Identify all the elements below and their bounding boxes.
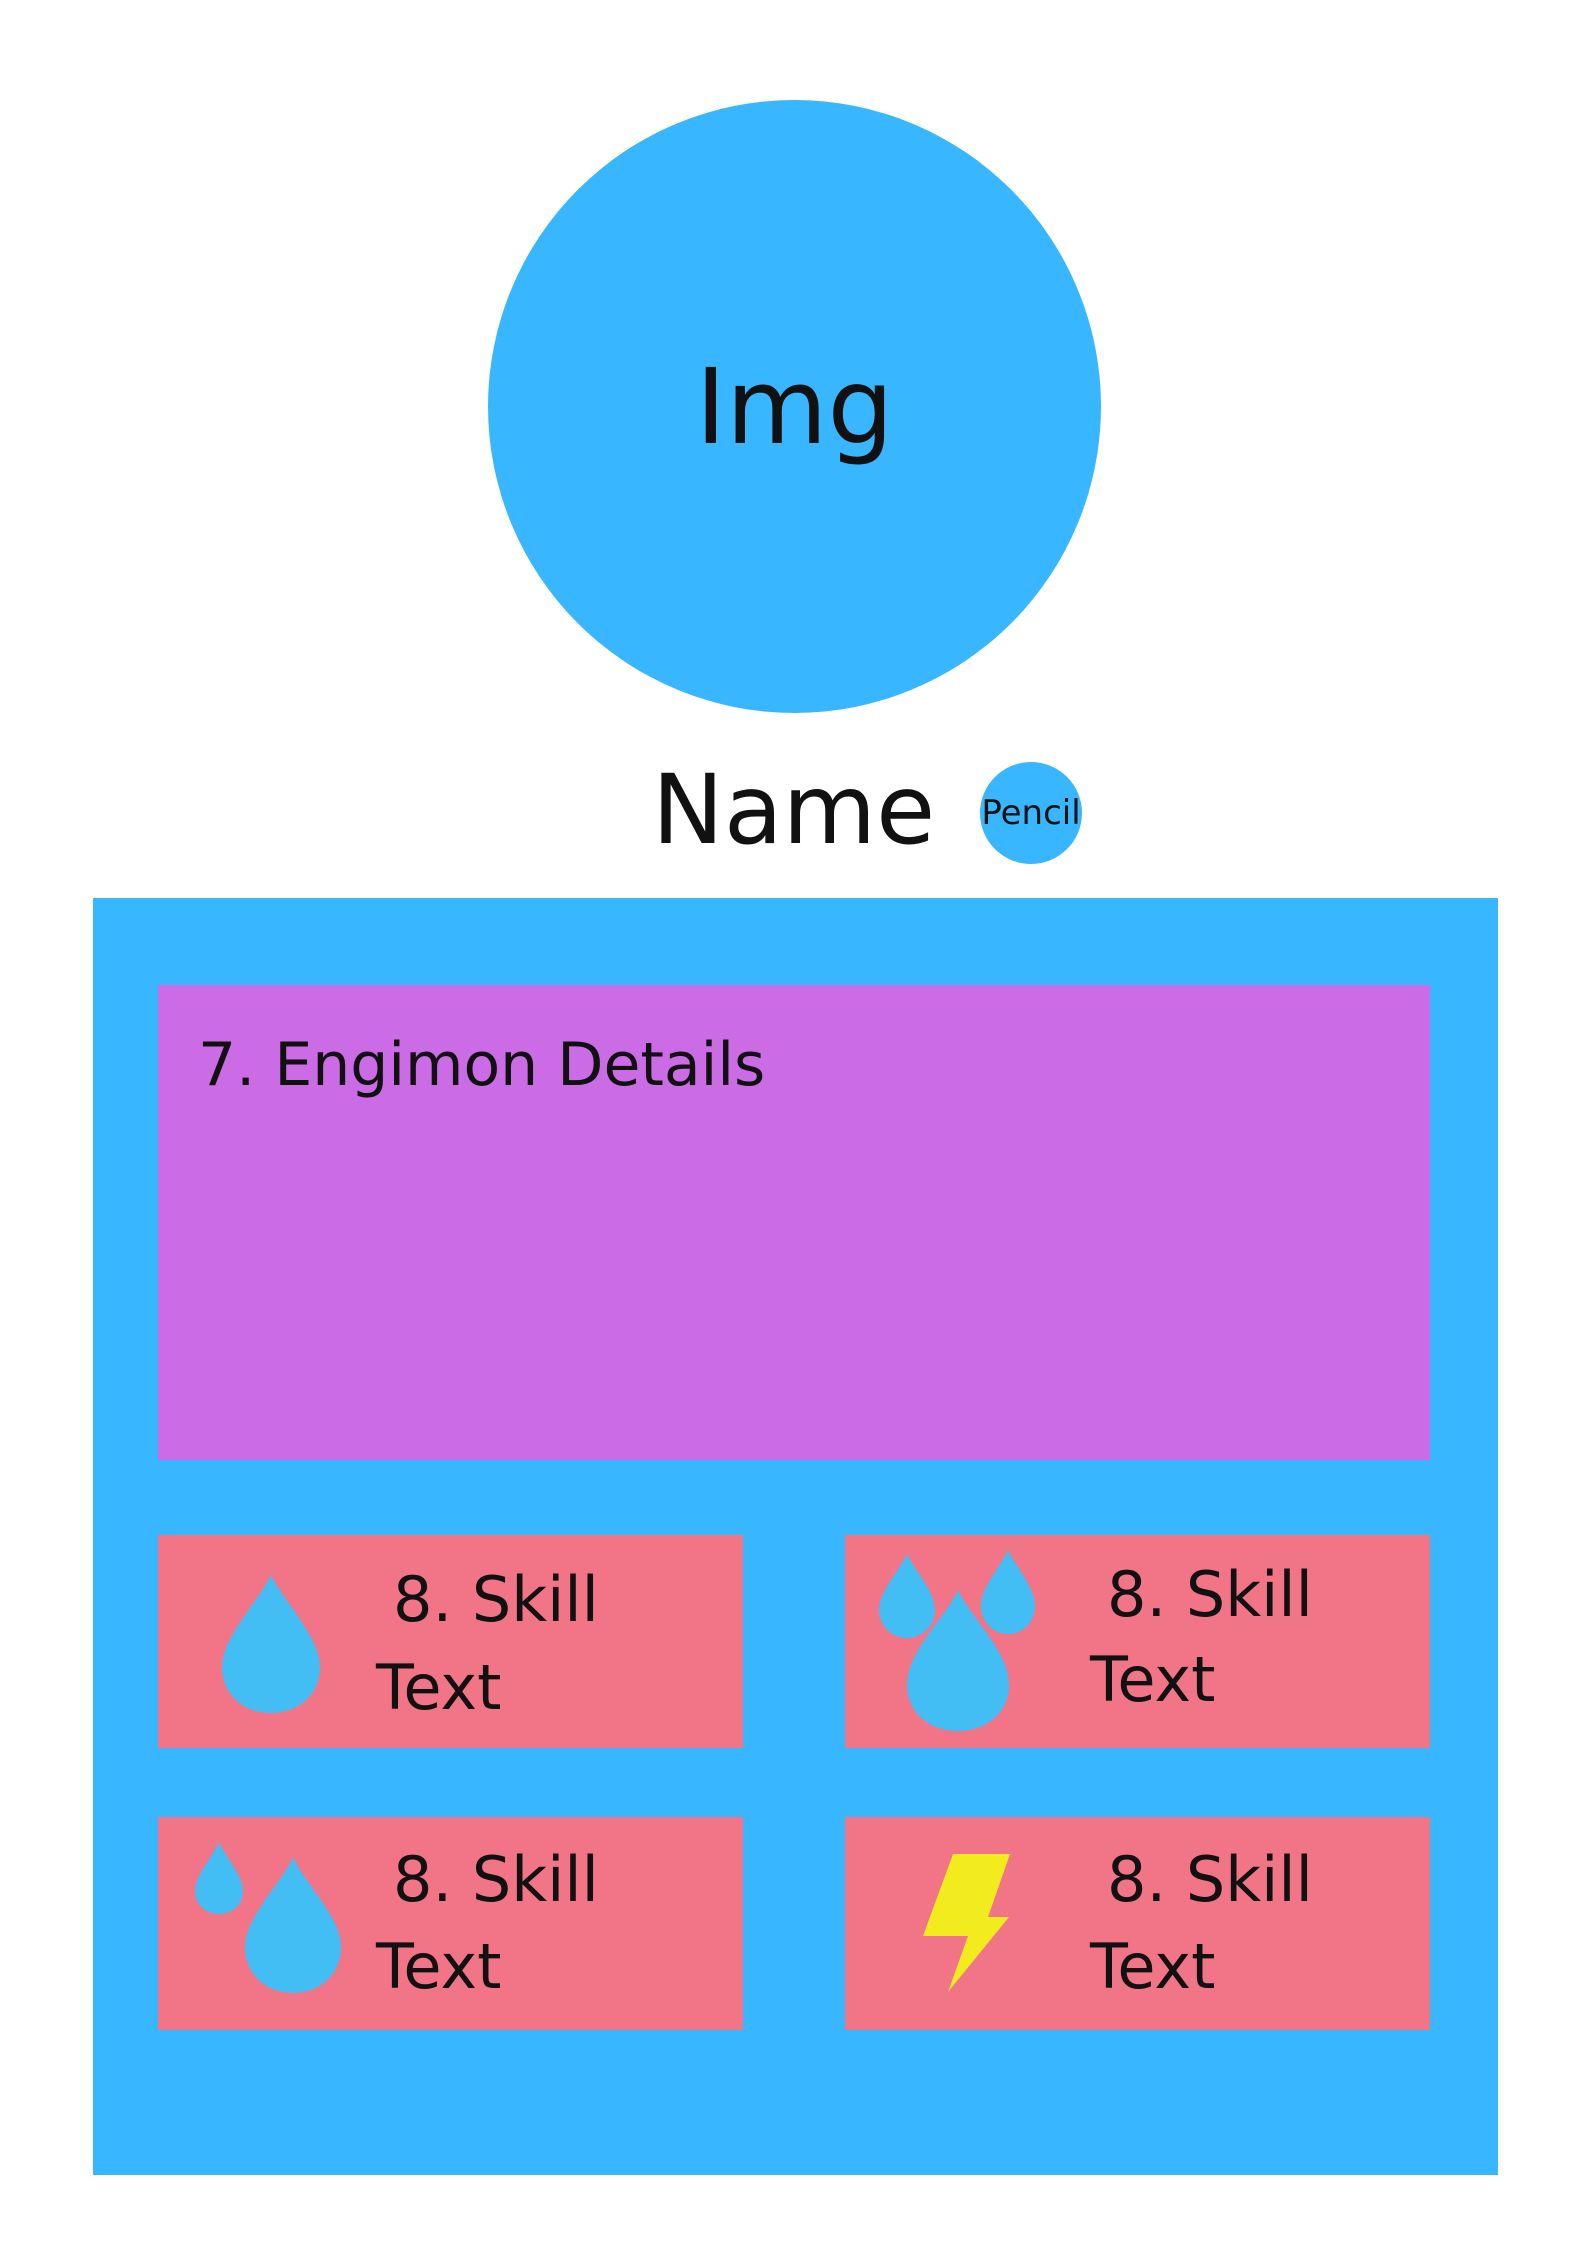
skill-card-4[interactable]: 8. Skill Text [845, 1817, 1430, 2030]
double-water-drop-icon [195, 1842, 341, 1993]
triple-water-drop-icon [879, 1550, 1035, 1731]
edit-name-button[interactable]: Pencil [980, 762, 1082, 864]
engimon-details-title: 7. Engimon Details [198, 1030, 766, 1100]
skill-text: Text [1090, 1930, 1216, 2003]
name-row: Name [652, 755, 935, 865]
pencil-icon: Pencil [981, 793, 1081, 833]
skill-name: 8. Skill [393, 1843, 599, 1916]
skill-name: 8. Skill [1107, 1558, 1313, 1631]
water-drop-icon [222, 1575, 320, 1713]
skill-card-1[interactable]: 8. Skill Text [158, 1535, 743, 1748]
engimon-details-box: 7. Engimon Details [158, 985, 1430, 1460]
skill-text: Text [376, 1651, 502, 1724]
image-placeholder-label: Img [695, 345, 894, 468]
skill-text: Text [376, 1930, 502, 2003]
lightning-bolt-icon [923, 1854, 1010, 1992]
skill-card-2[interactable]: 8. Skill Text [845, 1535, 1430, 1748]
engimon-image-placeholder: Img [488, 100, 1101, 713]
skill-name: 8. Skill [1107, 1843, 1313, 1916]
skill-name: 8. Skill [393, 1563, 599, 1636]
engimon-name: Name [652, 754, 936, 866]
skill-card-3[interactable]: 8. Skill Text [158, 1817, 743, 2030]
engimon-panel: 7. Engimon Details 8. Skill Text 8. Skil… [93, 898, 1498, 2175]
skill-text: Text [1090, 1643, 1216, 1716]
